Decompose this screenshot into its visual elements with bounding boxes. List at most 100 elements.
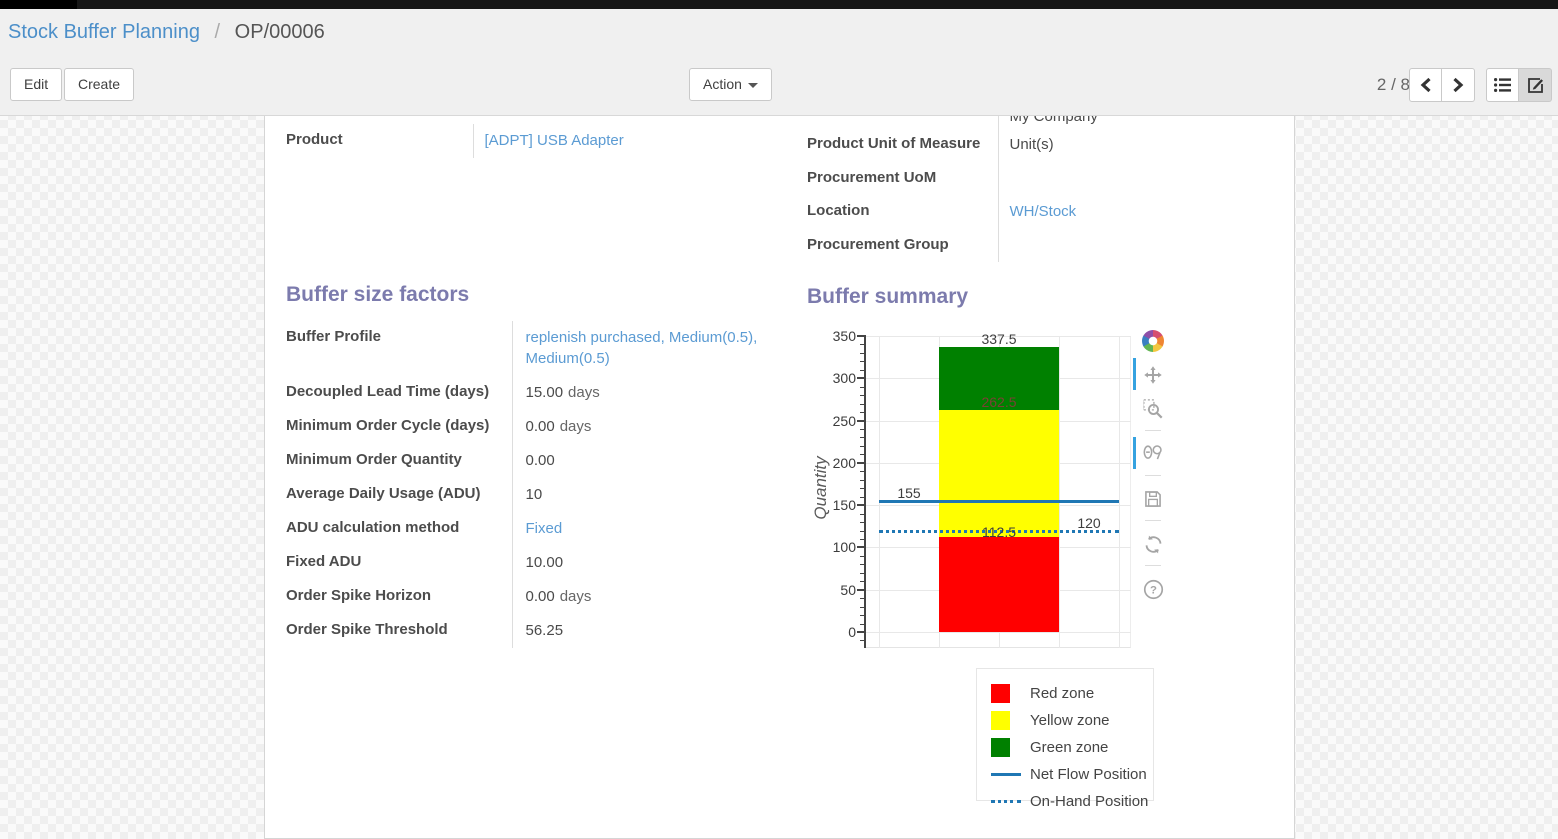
field-row: Decoupled Lead Time (days) 15.00 days	[286, 376, 774, 410]
field-label: Fixed ADU	[286, 553, 362, 570]
field-row: Procurement Group	[807, 229, 1291, 262]
field-row: Fixed ADU 10.00	[286, 546, 774, 580]
y-axis-minor-tick	[860, 538, 866, 540]
y-axis-minor-tick	[860, 429, 866, 431]
clipped-field-row: My Company	[807, 116, 1291, 128]
field-label: Procurement UoM	[807, 169, 937, 186]
download-plot-icon[interactable]	[1140, 486, 1166, 512]
y-axis-tick	[857, 588, 866, 591]
list-view-button[interactable]	[1486, 68, 1519, 102]
control-panel: Stock Buffer Planning / OP/00006 Edit Cr…	[0, 9, 1558, 116]
create-button[interactable]: Create	[64, 68, 135, 101]
y-axis-minor-tick	[860, 454, 866, 456]
edit-button[interactable]: Edit	[10, 68, 63, 101]
pager-previous-button[interactable]	[1409, 68, 1442, 102]
y-axis-minor-tick	[860, 513, 866, 515]
y-axis-label: Quantity	[811, 456, 830, 520]
plotly-logo-icon[interactable]	[1140, 328, 1166, 354]
breadcrumb-parent-link[interactable]: Stock Buffer Planning	[8, 21, 200, 43]
legend-label: On-Hand Position	[1030, 793, 1149, 810]
buffer-summary-heading: Buffer summary	[807, 285, 969, 308]
legend-swatch-icon	[991, 684, 1021, 703]
legend-item[interactable]: Green zone	[991, 734, 1153, 761]
y-axis-line	[864, 336, 866, 648]
field-label	[807, 116, 998, 128]
field-value[interactable]: replenish purchased, Medium(0.5), Medium…	[511, 321, 774, 376]
field-value: 0.00 days	[511, 580, 774, 614]
field-value[interactable]: WH/Stock	[997, 195, 1291, 229]
field-row: Procurement UoM	[807, 162, 1291, 195]
field-label: Product Unit of Measure	[807, 135, 981, 152]
field-label: ADU calculation method	[286, 519, 460, 536]
y-axis-tick	[857, 377, 866, 380]
help-icon[interactable]: ?	[1140, 576, 1166, 602]
form-sheet: Product [ADPT] USB Adapter My Company Prod…	[264, 116, 1295, 839]
field-value: 56.25	[511, 614, 774, 648]
legend-item[interactable]: Yellow zone	[991, 707, 1153, 734]
y-axis-tick-label: 200	[832, 454, 856, 471]
green-zone-bar	[939, 346, 1059, 410]
y-axis-tick	[857, 546, 866, 549]
gridline	[1119, 336, 1120, 648]
y-axis-tick	[857, 335, 866, 337]
y-axis-minor-tick	[860, 640, 866, 642]
y-axis-tick	[857, 631, 866, 633]
yellow-zone-bar	[939, 410, 1059, 537]
y-axis-minor-tick	[860, 564, 866, 566]
clipped-field-value: My Company	[997, 116, 1291, 128]
field-row: Buffer Profile replenish purchased, Mediu…	[286, 321, 774, 376]
field-label: Minimum Order Cycle (days)	[286, 417, 490, 434]
field-value: 15.00 days	[511, 376, 774, 410]
legend-item[interactable]: Net Flow Position	[991, 761, 1153, 788]
y-axis-tick-label: 0	[848, 624, 856, 640]
field-value[interactable]: Fixed	[511, 512, 774, 546]
field-value: 10.00	[511, 546, 774, 580]
y-axis-minor-tick	[860, 403, 866, 405]
compare-data-on-hover-icon[interactable]	[1133, 437, 1166, 469]
y-axis-minor-tick	[860, 606, 866, 608]
y-axis-minor-tick	[860, 555, 866, 557]
product-details-group: My Company Product Unit of Measure Unit(s)…	[807, 116, 1291, 262]
y-axis-minor-tick	[860, 344, 866, 346]
y-axis-minor-tick	[860, 572, 866, 574]
y-axis-minor-tick	[860, 615, 866, 617]
y-axis-minor-tick	[860, 445, 866, 447]
chart-annotation: 120	[1077, 514, 1101, 531]
field-value: 10	[511, 478, 774, 512]
form-view-icon	[1527, 77, 1543, 93]
product-group: Product [ADPT] USB Adapter	[286, 124, 785, 158]
field-value: 0.00	[511, 444, 774, 478]
on-hand-position-line	[879, 529, 1119, 533]
reset-axes-icon[interactable]	[1140, 531, 1166, 557]
top-bar-segment	[0, 0, 77, 9]
field-value[interactable]: [ADPT] USB Adapter	[472, 124, 785, 158]
chevron-right-icon	[1453, 77, 1464, 93]
y-axis-tick-label: 100	[832, 539, 856, 556]
field-label: Minimum Order Quantity	[286, 451, 462, 468]
chevron-down-icon	[747, 82, 758, 88]
box-zoom-icon[interactable]	[1140, 396, 1166, 422]
form-view-button[interactable]	[1519, 68, 1552, 102]
field-row: ADU calculation method Fixed	[286, 512, 774, 546]
field-value	[997, 229, 1291, 262]
legend-item[interactable]: On-Hand Position	[991, 788, 1153, 815]
y-axis-minor-tick	[860, 386, 866, 388]
legend-swatch-icon	[991, 773, 1021, 776]
legend-swatch-icon	[991, 738, 1021, 757]
y-axis-minor-tick	[860, 352, 866, 354]
gridline	[866, 336, 1131, 337]
pager-next-button[interactable]	[1442, 68, 1475, 102]
y-axis-minor-tick	[860, 395, 866, 397]
legend-item[interactable]: Red zone	[991, 680, 1153, 707]
breadcrumb-current: OP/00006	[234, 21, 325, 43]
field-value: Unit(s)	[997, 128, 1291, 162]
pan-icon[interactable]	[1133, 358, 1166, 390]
y-axis-minor-tick	[860, 581, 866, 583]
chart-modebar: ?	[1133, 328, 1168, 610]
field-row: Order Spike Threshold 56.25	[286, 614, 774, 648]
action-dropdown-button[interactable]: Action	[689, 68, 772, 101]
field-row: Order Spike Horizon 0.00 days	[286, 580, 774, 614]
chart-legend: Red zone Yellow zone Green zone Net Flow Po…	[976, 668, 1154, 810]
legend-swatch-icon	[991, 711, 1021, 730]
y-axis-tick	[857, 504, 866, 507]
